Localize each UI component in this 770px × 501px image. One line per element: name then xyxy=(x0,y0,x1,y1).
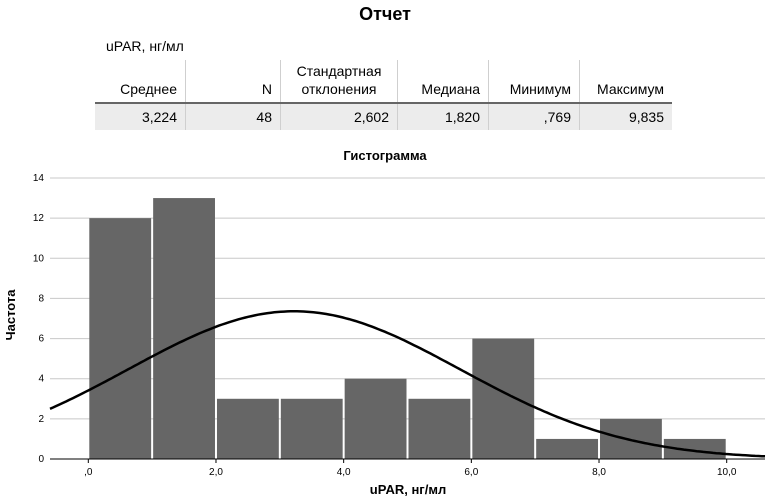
x-tick-label: 2,0 xyxy=(209,467,223,478)
y-tick-label: 10 xyxy=(33,253,45,264)
header-mean: Среднее xyxy=(95,60,186,104)
value-max: 9,835 xyxy=(579,103,672,130)
header-median: Медиана xyxy=(397,60,489,104)
histogram-bar xyxy=(536,438,599,459)
value-n: 48 xyxy=(185,103,281,130)
variable-label: uPAR, нг/мл xyxy=(106,38,184,54)
histogram-bar xyxy=(153,198,215,460)
y-tick-label: 0 xyxy=(38,454,44,465)
value-min: ,769 xyxy=(488,103,580,130)
value-median: 1,820 xyxy=(397,103,489,130)
x-tick-label: ,0 xyxy=(84,467,93,478)
y-tick-label: 2 xyxy=(38,414,44,425)
y-tick-label: 14 xyxy=(33,173,45,184)
normal-curve xyxy=(49,310,766,458)
x-tick-label: 4,0 xyxy=(337,467,351,478)
histogram-chart: Гистограмма 0 2 4 6 8 10 12 14 ,0 2,0 4,0 6,0 8,0 10,… xyxy=(3,148,766,497)
histogram-bar xyxy=(216,398,279,459)
statistics-value-row: 3,224 48 2,602 1,820 ,769 9,835 xyxy=(95,103,672,130)
x-axis-label: uPAR, нг/мл xyxy=(370,482,446,497)
header-max: Максимум xyxy=(579,60,672,104)
histogram-bar xyxy=(89,218,152,459)
histogram-bar xyxy=(472,338,535,459)
histogram-bar xyxy=(344,378,407,459)
y-tick-label: 8 xyxy=(38,293,44,304)
header-n: N xyxy=(185,60,281,104)
axis-ticks: 0 2 4 6 8 10 12 14 ,0 2,0 4,0 6,0 8,0 10,0 xyxy=(33,173,737,478)
y-tick-label: 12 xyxy=(33,213,45,224)
statistics-header-row: Среднее N Стандартная отклонения Медиана… xyxy=(95,60,672,104)
x-tick-label: 6,0 xyxy=(464,467,478,478)
histogram-bar xyxy=(280,398,343,459)
report-title: Отчет xyxy=(359,4,411,24)
histogram-bar xyxy=(663,438,726,459)
header-std: Стандартная отклонения xyxy=(280,60,398,104)
y-tick-label: 4 xyxy=(38,374,44,385)
header-min: Минимум xyxy=(488,60,580,104)
histogram-bars xyxy=(89,198,726,460)
y-tick-label: 6 xyxy=(38,334,44,345)
value-std: 2,602 xyxy=(280,103,398,130)
statistics-table: Среднее N Стандартная отклонения Медиана… xyxy=(95,60,672,130)
x-tick-label: 10,0 xyxy=(717,467,737,478)
histogram-bar xyxy=(408,398,471,459)
y-axis-label: Частота xyxy=(3,289,18,341)
value-mean: 3,224 xyxy=(95,103,186,130)
chart-title: Гистограмма xyxy=(343,148,427,163)
header-std-label: Стандартная отклонения xyxy=(296,63,382,97)
x-tick-label: 8,0 xyxy=(592,467,606,478)
